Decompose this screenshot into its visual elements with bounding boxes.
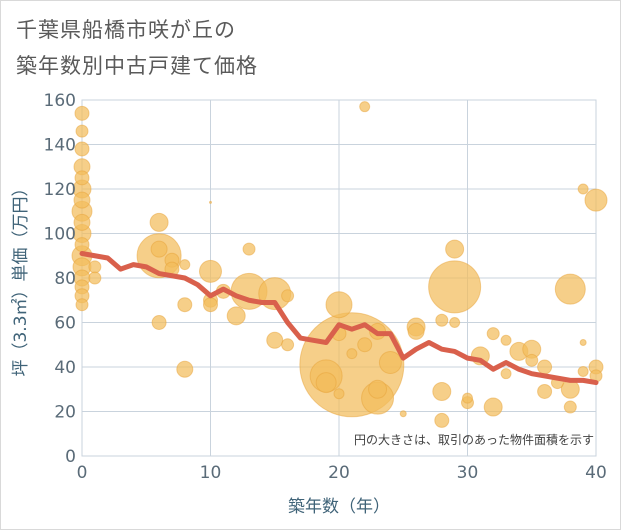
data-bubble bbox=[75, 124, 89, 138]
data-bubble bbox=[563, 400, 577, 414]
data-bubble bbox=[368, 379, 388, 399]
data-bubble bbox=[435, 313, 449, 327]
chart-title-line2: 築年数別中古戸建て価格 bbox=[16, 54, 258, 78]
data-bubble bbox=[378, 351, 402, 375]
data-bubble bbox=[203, 297, 218, 313]
data-bubble bbox=[357, 337, 373, 353]
y-tick-label: 100 bbox=[44, 225, 76, 245]
data-bubble bbox=[483, 397, 503, 417]
data-bubble bbox=[226, 306, 246, 326]
data-bubble bbox=[151, 315, 167, 330]
data-bubble bbox=[486, 327, 500, 341]
data-bubble bbox=[176, 360, 194, 378]
data-bubble bbox=[500, 334, 512, 346]
data-bubble bbox=[242, 242, 256, 256]
data-bubble bbox=[432, 381, 452, 401]
data-bubble bbox=[266, 331, 284, 349]
data-bubble bbox=[537, 359, 553, 375]
data-bubble bbox=[428, 260, 482, 314]
data-bubble bbox=[577, 365, 589, 377]
data-bubble bbox=[74, 105, 90, 121]
y-tick-label: 80 bbox=[54, 269, 76, 289]
data-bubble bbox=[537, 383, 553, 399]
y-tick-label: 160 bbox=[44, 91, 76, 111]
average-price-line bbox=[79, 251, 599, 386]
data-bubble bbox=[560, 379, 580, 399]
trend-line-layer bbox=[79, 251, 599, 386]
data-bubble bbox=[150, 240, 168, 258]
data-bubble bbox=[199, 259, 222, 283]
data-bubble bbox=[579, 339, 587, 347]
data-bubble bbox=[88, 260, 102, 274]
data-bubble bbox=[74, 170, 90, 186]
data-bubble bbox=[209, 200, 212, 204]
x-tick-label: 40 bbox=[585, 463, 607, 483]
y-tick-label: 140 bbox=[44, 136, 76, 156]
chart-title-line1: 千葉県船橋市咲が丘の bbox=[16, 18, 236, 42]
data-bubble bbox=[73, 213, 91, 231]
data-bubble bbox=[177, 297, 193, 313]
y-tick-label: 40 bbox=[54, 358, 76, 378]
data-bubble bbox=[333, 388, 345, 400]
data-bubble bbox=[449, 317, 461, 328]
x-tick-label: 10 bbox=[200, 463, 222, 483]
x-tick-label: 30 bbox=[457, 463, 479, 483]
data-bubble bbox=[281, 289, 295, 303]
data-bubble bbox=[346, 348, 358, 360]
tick-labels: 0 10 20 30 40 0 20 40 60 80 100 120 140 160 bbox=[44, 91, 607, 483]
data-bubble bbox=[149, 212, 169, 232]
x-tick-label: 0 bbox=[77, 463, 88, 483]
bubble-size-note: 円の大きさは、取引のあった物件面積を示す bbox=[354, 432, 594, 447]
data-bubble bbox=[73, 191, 91, 209]
data-bubble bbox=[584, 188, 608, 212]
data-bubble bbox=[74, 237, 90, 253]
data-bubble bbox=[399, 410, 407, 418]
data-bubble bbox=[281, 338, 295, 352]
data-bubble bbox=[75, 298, 89, 312]
data-bubble bbox=[179, 259, 191, 271]
data-bubble bbox=[407, 322, 425, 340]
y-tick-label: 20 bbox=[54, 403, 76, 423]
x-axis-label: 築年数（年） bbox=[288, 497, 390, 517]
x-tick-label: 20 bbox=[328, 463, 350, 483]
data-bubble bbox=[525, 353, 539, 367]
data-bubble bbox=[359, 101, 371, 113]
data-bubble bbox=[74, 141, 90, 157]
data-bubble bbox=[325, 291, 353, 319]
data-bubble bbox=[500, 368, 512, 380]
data-bubble bbox=[434, 412, 450, 428]
y-tick-label: 120 bbox=[44, 180, 76, 200]
data-bubble bbox=[88, 271, 102, 285]
y-tick-label: 60 bbox=[54, 314, 76, 334]
data-bubble bbox=[315, 372, 337, 394]
data-bubble bbox=[577, 183, 589, 195]
data-bubble bbox=[462, 392, 473, 404]
y-tick-label: 0 bbox=[65, 447, 76, 467]
y-axis-label: 坪（3.3㎡）単価（万円） bbox=[11, 179, 31, 376]
data-bubble bbox=[445, 239, 465, 259]
data-bubble bbox=[554, 273, 586, 305]
